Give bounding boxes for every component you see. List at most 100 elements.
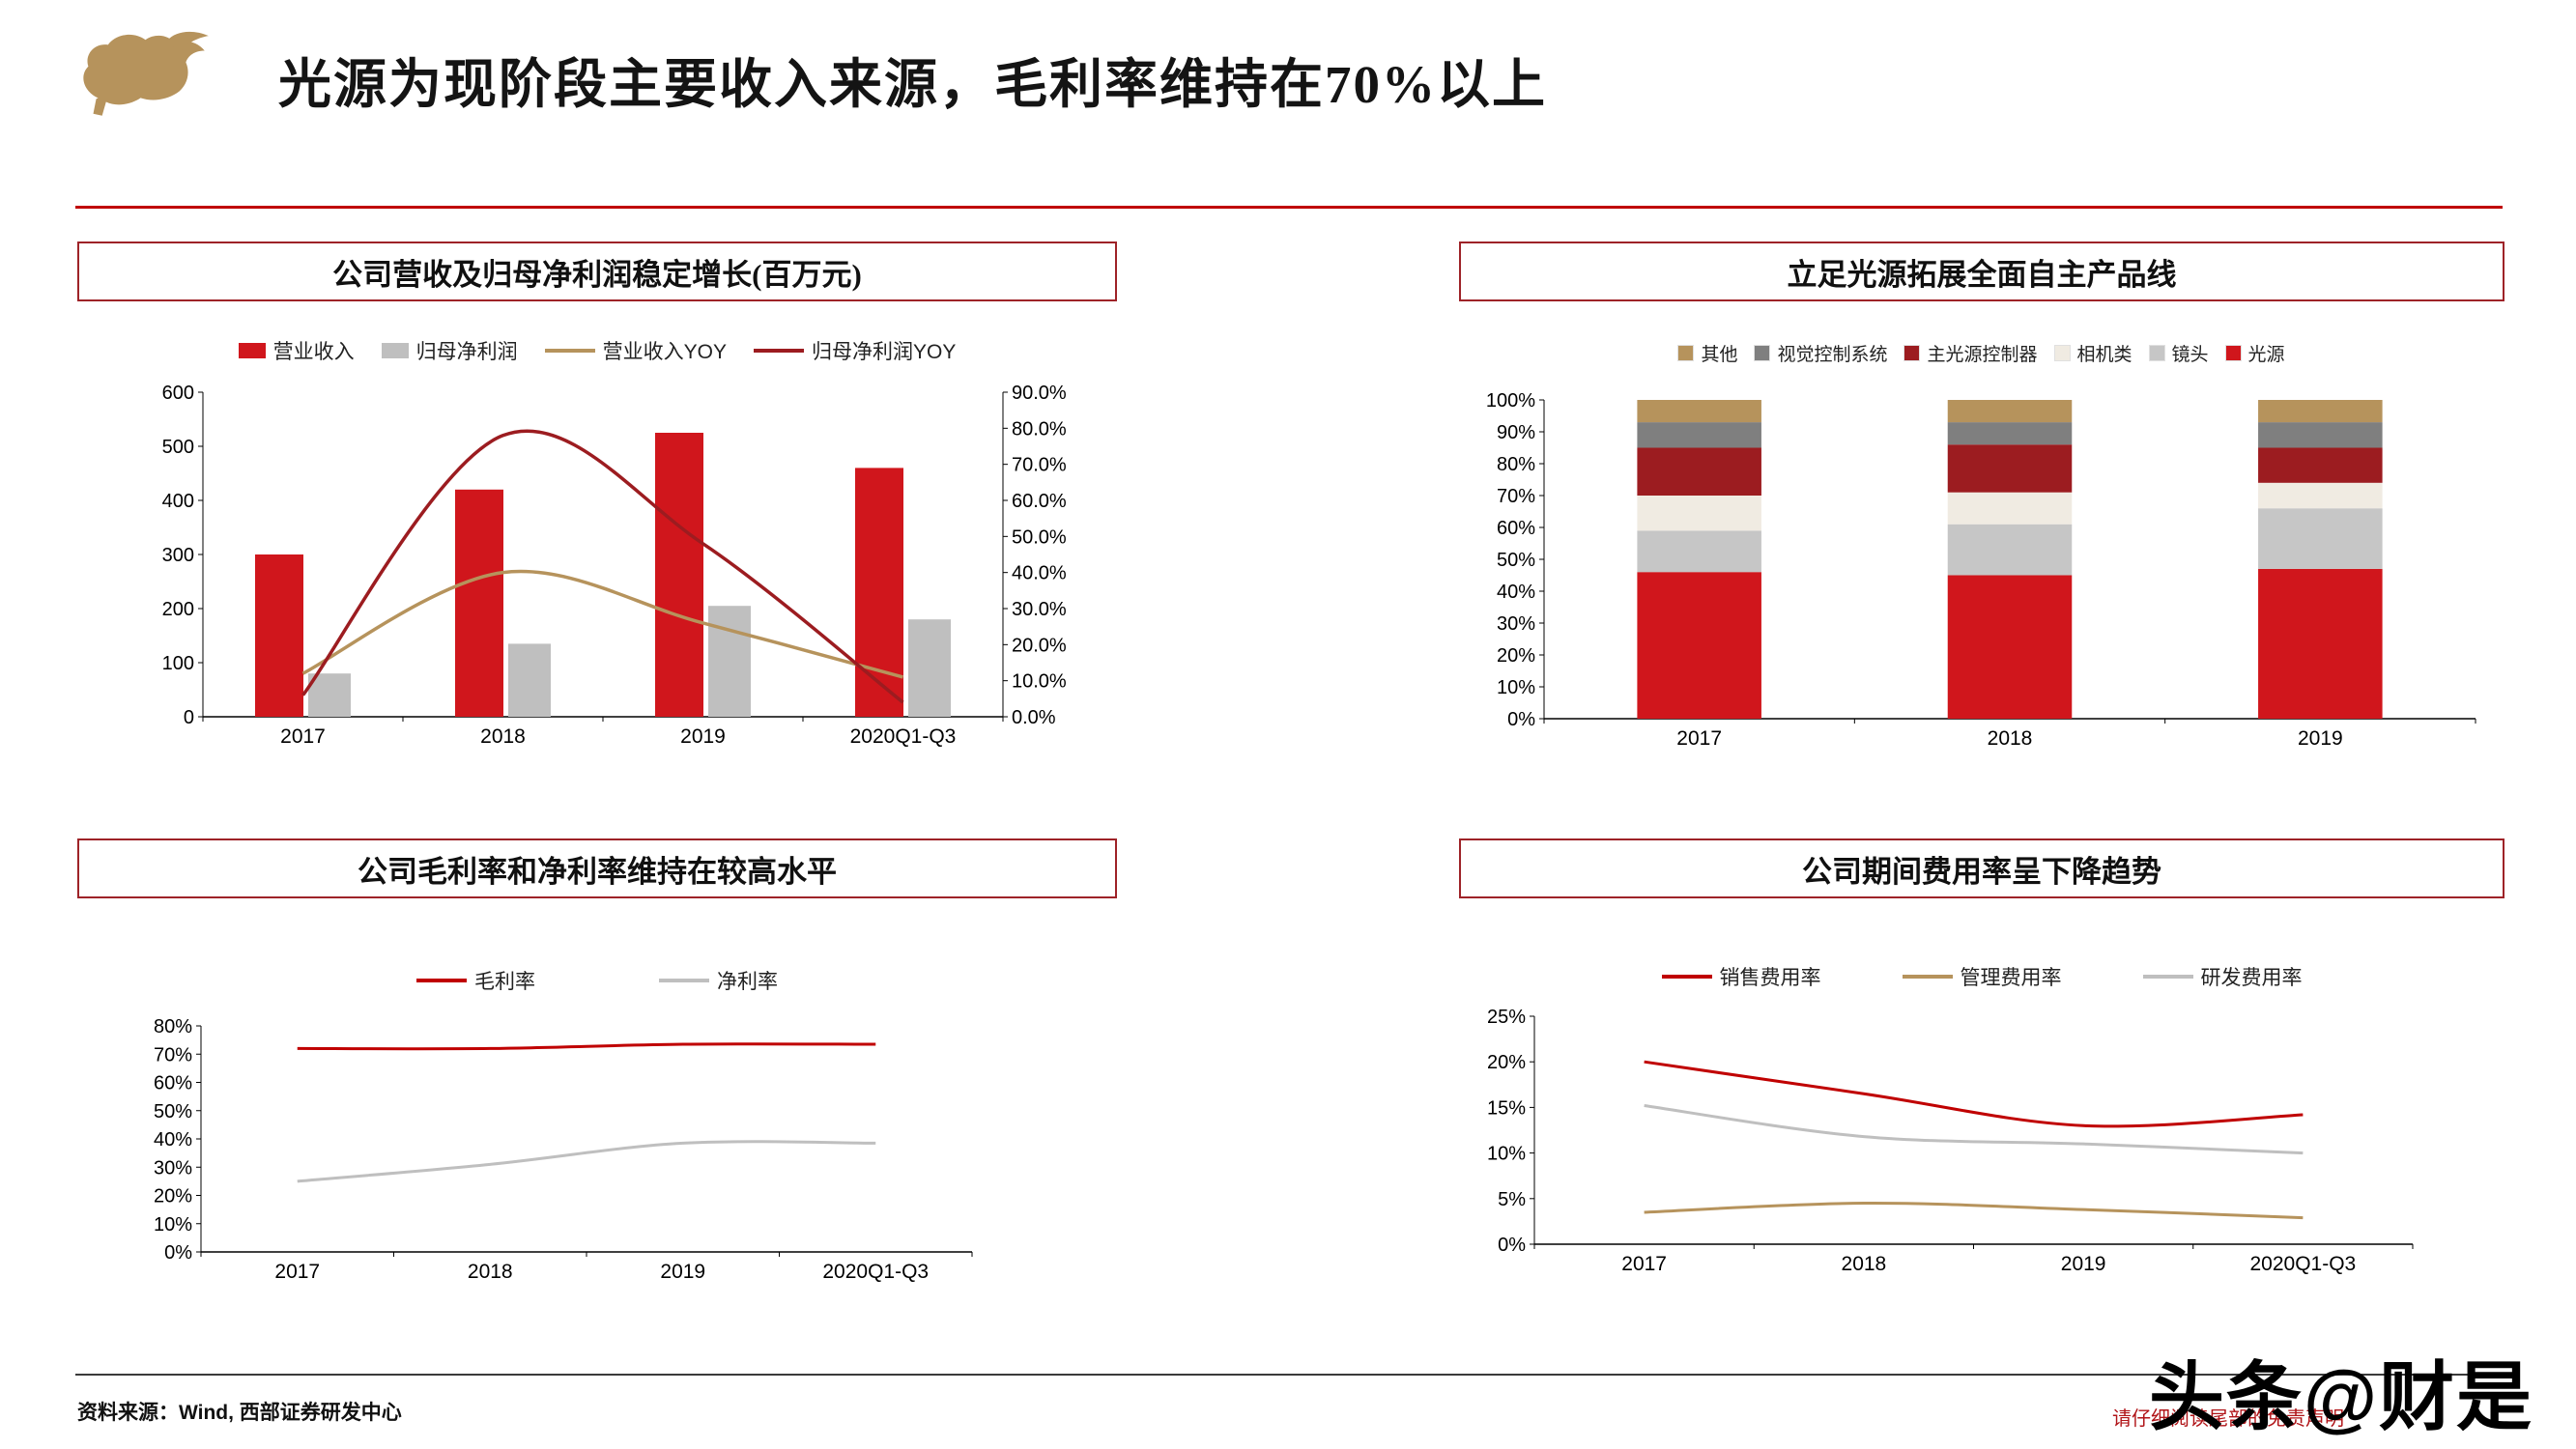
svg-text:30%: 30% xyxy=(154,1157,192,1179)
legend-swatch-line xyxy=(544,349,595,353)
legend-item: 主光源控制器 xyxy=(1903,340,2038,366)
legend-label: 营业收入 xyxy=(272,341,355,363)
svg-text:2019: 2019 xyxy=(2061,1253,2106,1275)
svg-text:10%: 10% xyxy=(1497,677,1535,698)
svg-text:2017: 2017 xyxy=(280,725,326,748)
disclaimer-text: 请仔细阅读尾部的免责声明 xyxy=(2112,1408,2344,1430)
svg-text:600: 600 xyxy=(162,383,194,404)
panel-title-margins: 公司毛利率和净利率维持在较高水平 xyxy=(77,838,1117,898)
legend-label: 归母净利润YOY xyxy=(812,341,957,363)
svg-text:20%: 20% xyxy=(1497,645,1535,667)
gross-net-margin-line-chart: 0% 10% 20% 30% 40% 50% 60% 70% 80% 2017 2018 2019 20… xyxy=(154,1016,973,1283)
svg-text:10%: 10% xyxy=(1487,1144,1526,1165)
legend-item: 归母净利润YOY xyxy=(754,336,956,365)
legend-label: 销售费用率 xyxy=(1719,967,1821,989)
legend-swatch-sq xyxy=(1754,345,1771,361)
legend-item: 营业收入YOY xyxy=(544,336,727,365)
svg-text:60%: 60% xyxy=(1497,518,1535,539)
legend-swatch-line xyxy=(416,979,467,982)
legend-swatch-line xyxy=(659,979,709,982)
legend-item: 营业收入 xyxy=(238,336,355,365)
svg-text:400: 400 xyxy=(162,491,194,512)
panel-title-expense-ratios: 公司期间费用率呈下降趋势 xyxy=(1459,838,2504,898)
bull-logo-icon xyxy=(68,29,217,128)
svg-text:2018: 2018 xyxy=(1988,727,2033,750)
svg-text:80%: 80% xyxy=(154,1016,192,1037)
svg-text:200: 200 xyxy=(162,599,194,620)
legend-item: 研发费用率 xyxy=(2142,962,2303,991)
legend-swatch-rect xyxy=(381,343,409,358)
footer-divider xyxy=(75,1374,2503,1376)
svg-text:2019: 2019 xyxy=(2298,727,2343,750)
svg-text:0%: 0% xyxy=(164,1242,192,1264)
legend-swatch-sq xyxy=(2053,345,2071,361)
legend-label: 相机类 xyxy=(2076,345,2132,365)
svg-text:300: 300 xyxy=(162,545,194,566)
svg-text:2018: 2018 xyxy=(1842,1253,1887,1275)
watermark-text: 头条@财是 xyxy=(2149,1354,2534,1439)
legend-item: 管理费用率 xyxy=(1902,962,2062,991)
svg-text:70%: 70% xyxy=(1497,486,1535,507)
svg-text:70%: 70% xyxy=(154,1044,192,1065)
svg-text:2017: 2017 xyxy=(274,1261,320,1283)
legend-label: 主光源控制器 xyxy=(1927,345,2038,365)
svg-text:20%: 20% xyxy=(1487,1052,1526,1073)
svg-text:50%: 50% xyxy=(1497,550,1535,571)
svg-text:30%: 30% xyxy=(1497,613,1535,635)
legend-product-mix: 其他 视觉控制系统 主光源控制器 相机类 镜头 光源 xyxy=(1459,340,2504,366)
legend-label: 归母净利润 xyxy=(415,341,518,363)
svg-text:50.0%: 50.0% xyxy=(1012,526,1067,548)
legend-item: 镜头 xyxy=(2148,340,2209,366)
legend-revenue-profit: 营业收入 归母净利润 营业收入YOY 归母净利润YOY xyxy=(77,336,1117,365)
svg-text:15%: 15% xyxy=(1487,1097,1526,1119)
svg-text:0%: 0% xyxy=(1498,1235,1526,1256)
legend-label: 镜头 xyxy=(2171,345,2209,365)
svg-text:2017: 2017 xyxy=(1676,727,1722,750)
legend-swatch-line xyxy=(2142,975,2193,979)
svg-text:40.0%: 40.0% xyxy=(1012,563,1067,584)
svg-text:2019: 2019 xyxy=(680,725,726,748)
legend-label: 研发费用率 xyxy=(2200,967,2303,989)
panel-title-product-mix: 立足光源拓展全面自主产品线 xyxy=(1459,242,2504,301)
svg-text:2017: 2017 xyxy=(1621,1253,1667,1275)
svg-text:60%: 60% xyxy=(154,1073,192,1094)
svg-text:2020Q1-Q3: 2020Q1-Q3 xyxy=(2250,1253,2357,1275)
legend-label: 其他 xyxy=(1701,345,1738,365)
svg-text:90.0%: 90.0% xyxy=(1012,383,1067,404)
expense-ratio-line-chart: 0% 5% 10% 15% 20% 25% 2017 2018 2019 2020Q1-Q3 xyxy=(1487,1007,2414,1275)
header-divider xyxy=(75,206,2503,209)
svg-text:90%: 90% xyxy=(1497,422,1535,443)
svg-text:20.0%: 20.0% xyxy=(1012,635,1067,656)
svg-text:40%: 40% xyxy=(154,1129,192,1151)
legend-swatch-sq xyxy=(1903,345,1921,361)
legend-label: 光源 xyxy=(2247,345,2285,365)
legend-item: 相机类 xyxy=(2053,340,2132,366)
legend-swatch-sq xyxy=(2224,345,2242,361)
legend-label: 视觉控制系统 xyxy=(1777,345,1888,365)
svg-text:50%: 50% xyxy=(154,1101,192,1122)
svg-text:2020Q1-Q3: 2020Q1-Q3 xyxy=(850,725,957,748)
svg-text:70.0%: 70.0% xyxy=(1012,455,1067,476)
legend-item: 视觉控制系统 xyxy=(1754,340,1888,366)
svg-text:10%: 10% xyxy=(154,1214,192,1236)
svg-text:60.0%: 60.0% xyxy=(1012,491,1067,512)
legend-margins: 毛利率 净利率 xyxy=(77,966,1117,995)
svg-text:2019: 2019 xyxy=(660,1261,705,1283)
legend-item: 净利率 xyxy=(659,966,778,995)
legend-item: 销售费用率 xyxy=(1661,962,1821,991)
svg-text:100: 100 xyxy=(162,653,194,674)
svg-text:80.0%: 80.0% xyxy=(1012,418,1067,440)
legend-label: 净利率 xyxy=(717,971,778,993)
legend-item: 归母净利润 xyxy=(381,336,518,365)
revenue-profit-combo-chart: 0 100 200 300 400 500 600 0.0% 10.0% 20.0% 30.0% 40… xyxy=(162,383,1067,748)
page-title: 光源为现阶段主要收入来源，毛利率维持在70%以上 xyxy=(278,55,1548,114)
source-note: 资料来源：Wind, 西部证券研发中心 xyxy=(77,1402,402,1424)
legend-swatch-line xyxy=(1661,975,1712,979)
legend-label: 管理费用率 xyxy=(1960,967,2062,989)
legend-swatch-sq xyxy=(1677,345,1695,361)
svg-text:80%: 80% xyxy=(1497,454,1535,475)
svg-text:30.0%: 30.0% xyxy=(1012,599,1067,620)
svg-text:0%: 0% xyxy=(1507,709,1535,730)
legend-expense-ratios: 销售费用率 管理费用率 研发费用率 xyxy=(1459,962,2504,991)
svg-text:5%: 5% xyxy=(1498,1189,1526,1210)
